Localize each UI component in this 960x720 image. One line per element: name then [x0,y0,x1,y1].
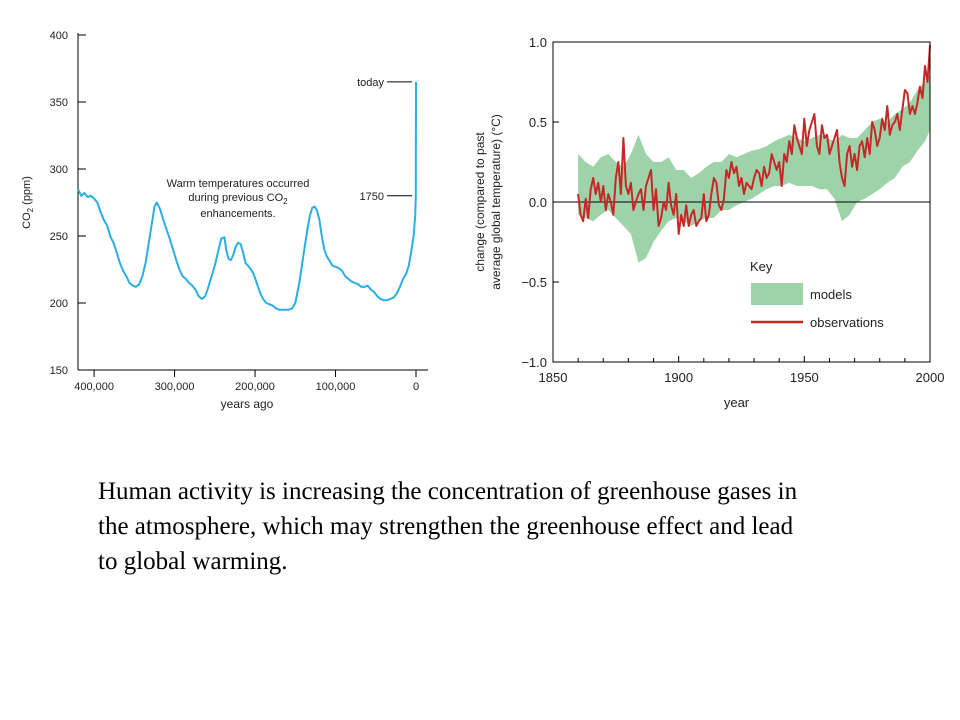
observations-line [577,45,931,235]
legend-swatch-models [751,283,803,305]
co2-recent-line [414,81,417,216]
x-tick-label: 1950 [790,370,819,385]
annotation-line-3: enhancements. [200,208,275,220]
x-tick-label: 0 [413,381,419,393]
y-axis-label: CO2 (ppm) [21,176,35,229]
y-tick-label: 400 [50,30,68,42]
y-axis-label-unit: (ppm) [21,176,33,208]
annotation-subscript: 2 [283,197,288,206]
y-axis-label-line-1: change (compared to past [473,132,487,272]
x-tick-label: 300,000 [155,381,195,393]
x-axis-label: year [724,395,750,410]
y-axis-label-main: CO [21,212,33,229]
y-tick-label: 150 [50,365,68,377]
y-tick-label: 300 [50,164,68,176]
co2-series-line [77,188,417,311]
legend-title: Key [750,259,773,274]
y-tick-label: −0.5 [521,275,547,290]
x-tick-label: 200,000 [235,381,275,393]
y-tick-label: −1.0 [521,355,547,370]
x-tick-label: 100,000 [316,381,356,393]
y-tick-label: 1.0 [529,35,547,50]
y-axis-label-subscript: 2 [26,207,35,212]
annotation-line-2: during previous CO2 [188,192,288,206]
y-axis-label-line-2: average global temperature) (°C) [489,114,503,290]
x-tick-label: 2000 [916,370,945,385]
x-axis-label: years ago [221,397,274,411]
models-band [578,74,930,263]
annotation-line-2-text: during previous CO [188,192,283,204]
caption-text: Human activity is increasing the concent… [98,478,798,575]
x-tick-label: 1850 [539,370,568,385]
y-tick-label: 0.5 [529,115,547,130]
legend-label-models: models [810,287,852,302]
legend-label-observations: observations [810,315,884,330]
marker-label-today: today [357,77,384,89]
y-tick-label: 350 [50,97,68,109]
x-tick-label: 400,000 [74,381,114,393]
annotation-line-1: Warm temperatures occurred [167,178,310,190]
y-tick-label: 250 [50,231,68,243]
y-tick-label: 0.0 [529,195,547,210]
marker-label-1750: 1750 [360,191,384,203]
x-tick-label: 1900 [664,370,693,385]
y-tick-label: 200 [50,298,68,310]
co2-chart: 150 200 250 300 350 400 400,000 300,000 200,000 1… [21,30,428,411]
